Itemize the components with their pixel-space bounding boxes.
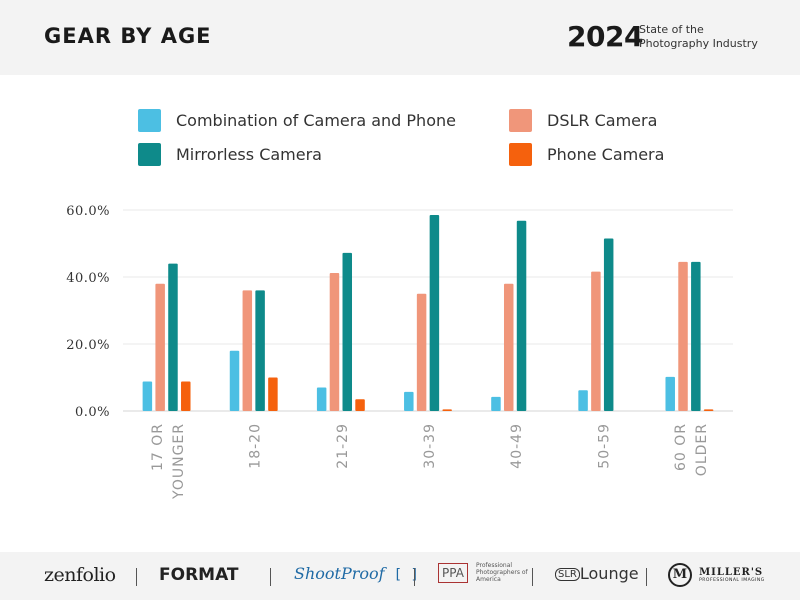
bar [516, 220, 527, 411]
bar [703, 409, 714, 411]
bar [603, 238, 614, 411]
bar [181, 381, 191, 411]
logo-divider [414, 568, 415, 586]
bar [503, 283, 514, 411]
millers-subtitle: PROFESSIONAL IMAGING [699, 577, 765, 583]
format-logo: FORMAT [159, 565, 239, 585]
bar [255, 290, 265, 411]
shootproof-bracket-icon: [ ] [393, 567, 419, 583]
lounge-wordmark: Lounge [579, 564, 639, 583]
bar [491, 396, 501, 411]
legend-label-mirrorless: Mirrorless Camera [176, 145, 322, 164]
page-title: GEAR BY AGE [44, 24, 212, 48]
zenfolio-logo: zenfolio [44, 564, 116, 586]
x-tick-label: 40-49 [509, 423, 525, 469]
legend-swatch-mirrorless [138, 143, 161, 166]
legend-item-phone: Phone Camera [509, 143, 664, 166]
legend-item-dslr: DSLR Camera [509, 109, 657, 132]
x-tick-label: 30-39 [422, 423, 438, 469]
bar [355, 399, 365, 411]
bar [155, 283, 165, 411]
shootproof-logo: ShootProof [ ] [294, 564, 419, 583]
bar [591, 271, 601, 411]
legend-label-dslr: DSLR Camera [547, 111, 658, 130]
bar [665, 376, 675, 411]
bar [678, 261, 688, 411]
y-tick-label: 60.0% [66, 204, 110, 219]
logo-divider [136, 568, 137, 586]
legend-swatch-combination [138, 109, 161, 132]
millers-wordmark: MILLER'S [699, 566, 764, 578]
bar [268, 377, 278, 411]
bar [329, 272, 340, 411]
x-tick-label: 60 OR [673, 423, 689, 471]
x-tick-label: 18-20 [248, 423, 264, 469]
bar [578, 390, 588, 411]
bar-chart: 0.0% 20.0% 40.0% 60.0% 17 OR YOUNGER 18-20 21-2… [66, 204, 733, 500]
legend-label-phone: Phone Camera [547, 145, 665, 164]
bar [242, 290, 253, 411]
bar [342, 252, 353, 411]
legend-label-combination: Combination of Camera and Phone [176, 111, 456, 130]
legend-swatch-dslr [509, 109, 532, 132]
bar [168, 263, 178, 411]
ppa-logo: PPA Professional Photographers of Americ… [438, 562, 538, 583]
ppa-wordmark: PPA [438, 562, 468, 583]
x-tick-label: YOUNGER [171, 423, 187, 500]
sponsor-footer: zenfolio FORMAT ShootProof [ ] PPA Profe… [0, 552, 800, 600]
legend-item-combination: Combination of Camera and Phone [138, 109, 456, 132]
y-tick-label: 0.0% [75, 405, 110, 420]
bar [429, 215, 440, 411]
bar [142, 381, 153, 411]
legend-swatch-phone [509, 143, 532, 166]
report-year: 2024 [567, 20, 643, 53]
x-tick-label: 50-59 [596, 423, 612, 469]
ppa-subtitle: Professional Photographers of America [476, 562, 528, 583]
bar [229, 350, 240, 411]
report-name: State of the Photography Industry [639, 23, 779, 51]
shootproof-wordmark: ShootProof [294, 564, 385, 583]
slr-wordmark: SLR [555, 568, 580, 581]
bar [442, 409, 452, 411]
logo-divider [532, 568, 533, 586]
header-bar: GEAR BY AGE 2024 State of the Photograph… [0, 0, 800, 75]
legend-item-mirrorless: Mirrorless Camera [138, 143, 322, 166]
x-tick-label: OLDER [694, 423, 710, 476]
report-name-line-2: Photography Industry [639, 37, 758, 50]
y-tick-label: 40.0% [66, 271, 110, 286]
slrlounge-logo: SLR Lounge [555, 564, 639, 583]
millers-logo: M MILLER'S PROFESSIONAL IMAGING [668, 563, 765, 587]
logo-divider [646, 568, 647, 586]
x-tick-label: 21-29 [335, 423, 351, 469]
logo-divider [270, 568, 271, 586]
y-tick-label: 20.0% [66, 338, 110, 353]
bar [316, 387, 327, 411]
millers-m-icon: M [668, 563, 692, 587]
millers-text: MILLER'S PROFESSIONAL IMAGING [699, 567, 765, 584]
report-name-line-1: State of the [639, 23, 704, 36]
x-tick-label: 17 OR [150, 423, 166, 471]
bar [416, 293, 427, 411]
bar [691, 261, 701, 411]
bar [404, 391, 414, 411]
